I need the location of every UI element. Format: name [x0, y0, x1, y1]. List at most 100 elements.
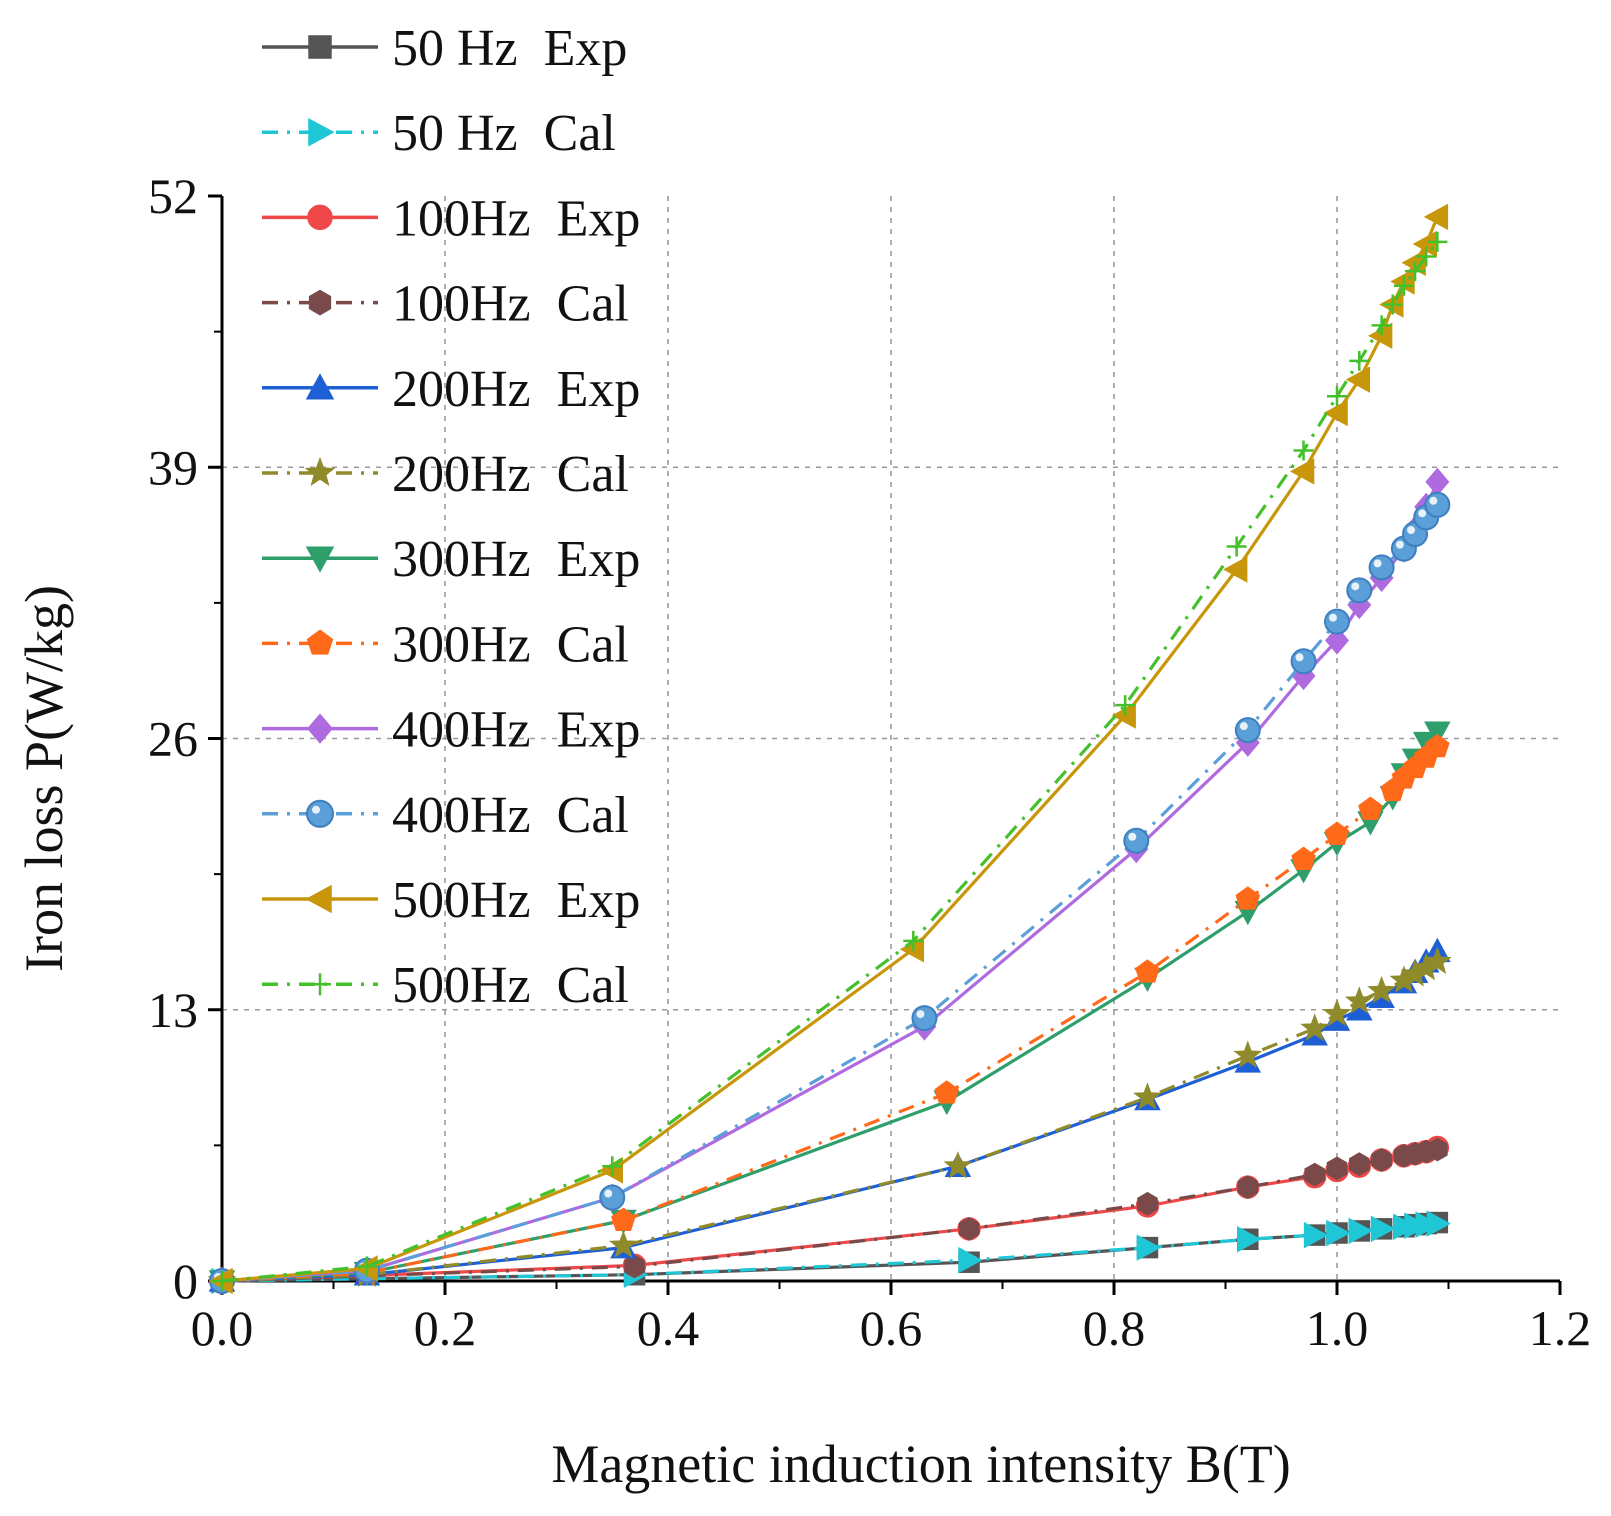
data-point [903, 930, 924, 951]
data-point-highlight [1329, 613, 1337, 622]
data-point [1368, 554, 1395, 581]
data-point [306, 799, 334, 828]
data-point [1370, 1215, 1396, 1243]
x-tick-label: 0.8 [1083, 1300, 1146, 1356]
data-point [1358, 796, 1383, 820]
x-tick-label: 1.2 [1529, 1300, 1592, 1356]
data-point [1371, 315, 1392, 336]
data-point [943, 1151, 973, 1179]
data-point [1325, 626, 1349, 655]
series-line [221, 1147, 1438, 1283]
data-point [1425, 467, 1450, 497]
legend-label: 400Hz Cal [392, 787, 629, 844]
legend-item: 400Hz Exp [262, 702, 640, 759]
legend-label: 50 Hz Cal [392, 105, 616, 162]
data-point-highlight [1395, 540, 1404, 549]
data-point [1427, 231, 1448, 252]
data-point [624, 1254, 645, 1279]
data-point-highlight [1295, 653, 1304, 662]
data-point [1289, 458, 1315, 485]
data-point [1235, 886, 1261, 910]
data-point-highlight [604, 1189, 613, 1198]
data-point [212, 1271, 232, 1291]
y-tick-label: 39 [148, 439, 198, 495]
y-tick-label: 0 [173, 1253, 198, 1309]
legend-item: 200Hz Exp [262, 361, 640, 418]
data-point [1123, 827, 1150, 854]
legend-label: 300Hz Exp [392, 531, 640, 588]
tick-labels: 0.0 0.2 0.4 0.6 0.8 1.0 1.2 0 13 26 39 52 [148, 168, 1591, 1356]
data-point-highlight [1351, 582, 1360, 591]
data-point [356, 1256, 377, 1277]
legend-label: 200Hz Cal [392, 446, 629, 503]
series-group [212, 231, 1448, 1291]
data-point [1322, 998, 1352, 1027]
data-point [1405, 261, 1426, 282]
x-axis-title: Magnetic induction intensity B(T) [551, 1434, 1290, 1494]
data-point [1416, 246, 1437, 267]
data-point [1233, 1040, 1263, 1068]
data-point [1326, 1156, 1348, 1181]
x-tick-label: 0.6 [860, 1300, 923, 1356]
data-point [308, 35, 332, 59]
legend-label: 100Hz Exp [392, 190, 640, 247]
data-point [599, 1184, 626, 1211]
legend-label: 200Hz Exp [392, 361, 640, 418]
x-tick-label: 0.2 [414, 1300, 477, 1356]
data-point [1226, 536, 1247, 557]
data-point [1300, 1013, 1330, 1041]
legend-label: 400Hz Exp [392, 702, 640, 759]
data-point [1237, 1175, 1259, 1199]
data-point [307, 204, 333, 231]
data-point-highlight [1128, 832, 1137, 841]
legend-item: 50 Hz Cal [262, 105, 616, 162]
data-point [1137, 1191, 1158, 1216]
data-point [1426, 1210, 1451, 1237]
data-point [1367, 975, 1397, 1004]
data-point [1327, 386, 1347, 407]
x-tick-label: 1.0 [1306, 1300, 1369, 1356]
legend: 50 Hz Exp 50 Hz Cal 100Hz Exp 100Hz Cal 200H… [262, 20, 640, 1014]
data-point [1425, 733, 1450, 758]
data-point [1382, 294, 1403, 315]
data-point [911, 1005, 938, 1032]
data-point [608, 1230, 638, 1258]
data-point [1223, 556, 1248, 583]
data-series [207, 203, 1452, 1296]
data-point [1422, 946, 1452, 975]
data-point [1344, 986, 1374, 1014]
legend-label: 500Hz Exp [392, 872, 640, 929]
data-point [1326, 1219, 1351, 1247]
data-point [1346, 577, 1373, 604]
data-point [1303, 1221, 1329, 1249]
legend-item: 100Hz Exp [262, 190, 640, 247]
data-point [304, 456, 336, 487]
y-tick-label: 52 [148, 168, 198, 224]
data-point [1293, 440, 1314, 461]
data-point [1290, 648, 1317, 675]
legend-label: 100Hz Cal [392, 276, 629, 333]
data-point [305, 884, 332, 914]
data-point [1424, 721, 1451, 746]
data-point [611, 1207, 636, 1231]
data-point [602, 1156, 623, 1177]
data-point [1115, 695, 1136, 716]
data-point-highlight [1418, 509, 1427, 518]
legend-item: 50 Hz Exp [262, 20, 627, 77]
data-point [1324, 608, 1350, 635]
data-point [1291, 846, 1316, 870]
data-point [934, 1080, 960, 1104]
legend-item: 400Hz Cal [262, 787, 629, 844]
legend-item: 200Hz Cal [262, 446, 629, 503]
data-point [1323, 399, 1348, 427]
data-point [1349, 1152, 1370, 1177]
data-point-highlight [1373, 559, 1382, 568]
x-tick-label: 0.0 [191, 1300, 254, 1356]
data-point [958, 1216, 980, 1241]
legend-item: 500Hz Exp [262, 872, 640, 929]
data-point [308, 289, 332, 316]
data-point [1427, 1137, 1448, 1162]
y-tick-label: 26 [148, 711, 198, 767]
legend-item: 300Hz Exp [262, 531, 640, 588]
